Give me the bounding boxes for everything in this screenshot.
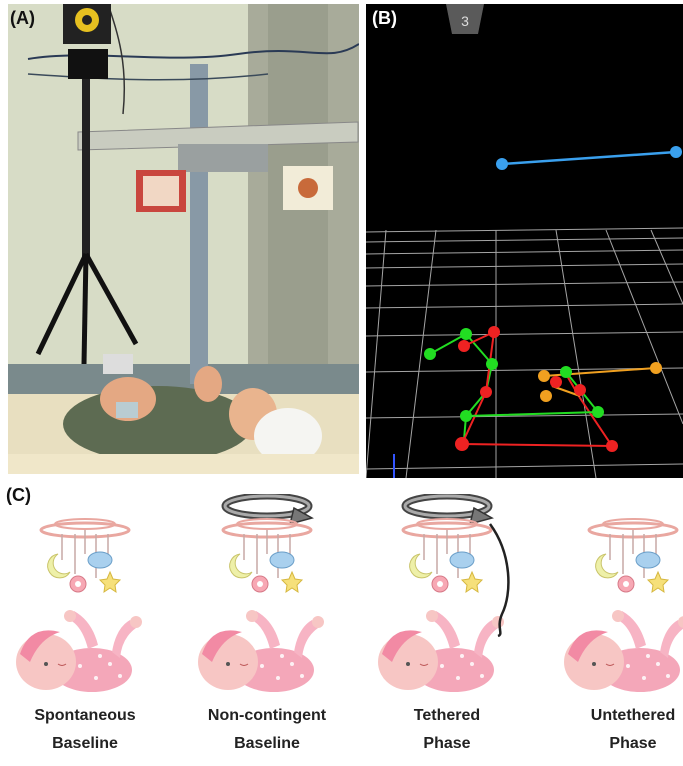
panel-c-label: (C) <box>6 485 31 505</box>
phase-non-contingent-baseline: Non-contingent Baseline <box>182 494 352 766</box>
red-marker <box>480 386 492 398</box>
phase-caption-line1: Spontaneous <box>34 707 136 724</box>
phase-illustration <box>15 517 143 693</box>
phase-spontaneous-baseline: Spontaneous Baseline <box>0 494 170 766</box>
mobile-marker <box>496 158 508 170</box>
floor-grid <box>366 227 683 478</box>
phase-illustration <box>377 494 510 693</box>
green-marker <box>486 358 498 370</box>
phase-caption-line1: Non-contingent <box>207 707 327 724</box>
phase-caption: Untethered Phase <box>548 702 683 758</box>
orange-marker <box>540 390 552 402</box>
phase-caption-line2: Baseline <box>234 735 300 752</box>
lab-photo-illustration <box>8 4 359 474</box>
phase-caption-line2: Phase <box>609 735 657 752</box>
orange-marker <box>650 362 662 374</box>
phase-caption: Spontaneous Baseline <box>0 702 170 758</box>
phase-tethered: Tethered Phase <box>362 494 532 766</box>
red-marker <box>606 440 618 452</box>
view-badge: 3 <box>461 13 469 29</box>
red-marker <box>550 376 562 388</box>
body-markers <box>424 326 662 452</box>
motion-capture-view: 3 <box>366 4 683 478</box>
phase-caption-line2: Phase <box>423 735 471 752</box>
phase-caption: Tethered Phase <box>362 702 532 758</box>
motion-capture-scene: 3 <box>366 4 683 478</box>
orange-marker <box>538 370 550 382</box>
panel-b-label: (B) <box>372 8 397 28</box>
phase-caption: Non-contingent Baseline <box>182 702 352 758</box>
phase-illustration <box>563 517 683 693</box>
mobile-marker <box>670 146 682 158</box>
red-marker <box>574 384 586 396</box>
red-marker <box>455 437 469 451</box>
green-marker <box>560 366 572 378</box>
tether-string <box>488 523 510 638</box>
panel-a-label: (A) <box>10 8 35 28</box>
phase-caption-line1: Untethered <box>590 707 676 724</box>
lab-photo <box>8 4 359 474</box>
green-marker <box>460 410 472 422</box>
phase-caption-line2: Baseline <box>52 735 118 752</box>
phase-caption-line1: Tethered <box>413 707 481 724</box>
green-marker <box>424 348 436 360</box>
red-marker <box>488 326 500 338</box>
green-marker <box>460 328 472 340</box>
phase-illustration <box>197 494 325 693</box>
red-marker <box>458 340 470 352</box>
green-marker <box>592 406 604 418</box>
phase-untethered: Untethered Phase <box>548 494 683 766</box>
